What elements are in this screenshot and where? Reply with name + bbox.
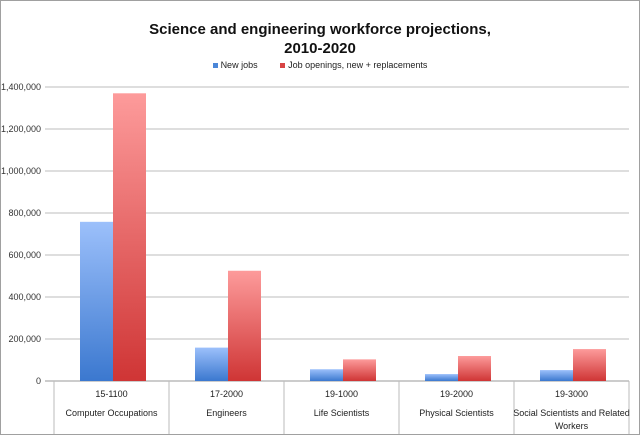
legend-item-new-jobs: New jobs: [212, 60, 258, 70]
x-category-code: 15-1100: [95, 389, 127, 399]
y-tick-label: 200,000: [8, 334, 41, 344]
legend-swatch-red: [280, 63, 286, 69]
bar-job-openings: [343, 359, 376, 381]
y-tick-label: 1,000,000: [1, 166, 41, 176]
bar-new-jobs: [425, 374, 458, 381]
y-tick-label: 600,000: [8, 250, 41, 260]
chart-title: Science and engineering workforce projec…: [1, 20, 639, 58]
legend-label: New jobs: [220, 60, 258, 70]
x-category-name: Social Scientists and Related: [513, 408, 630, 418]
y-tick-label: 1,400,000: [1, 82, 41, 92]
bar-job-openings: [458, 356, 491, 381]
x-category-code: 19-2000: [440, 389, 473, 399]
legend: New jobs Job openings, new + replacement…: [1, 60, 639, 70]
y-tick-label: 0: [36, 376, 41, 386]
chart-title-line1: Science and engineering workforce projec…: [149, 21, 491, 38]
bar-job-openings: [573, 349, 606, 381]
bar-new-jobs: [310, 369, 343, 381]
x-category-name: Engineers: [206, 408, 247, 418]
y-tick-label: 1,200,000: [1, 124, 41, 134]
chart-title-line2: 2010-2020: [284, 40, 356, 57]
x-category-code: 17-2000: [210, 389, 243, 399]
x-category-name: Life Scientists: [314, 408, 370, 418]
bar-new-jobs: [540, 370, 573, 381]
y-tick-label: 800,000: [8, 208, 41, 218]
legend-item-job-openings: Job openings, new + replacements: [280, 60, 427, 70]
legend-label: Job openings, new + replacements: [288, 60, 428, 70]
x-category-name: Physical Scientists: [419, 408, 494, 418]
x-category-code: 19-3000: [555, 389, 588, 399]
x-category-name: Workers: [555, 421, 589, 431]
bar-job-openings: [228, 270, 261, 381]
bar-new-jobs: [80, 221, 113, 381]
bar-new-jobs: [195, 347, 228, 381]
x-category-code: 19-1000: [325, 389, 358, 399]
bar-job-openings: [113, 93, 146, 382]
y-tick-label: 400,000: [8, 292, 41, 302]
x-category-name: Computer Occupations: [65, 408, 158, 418]
legend-swatch-blue: [212, 63, 218, 69]
